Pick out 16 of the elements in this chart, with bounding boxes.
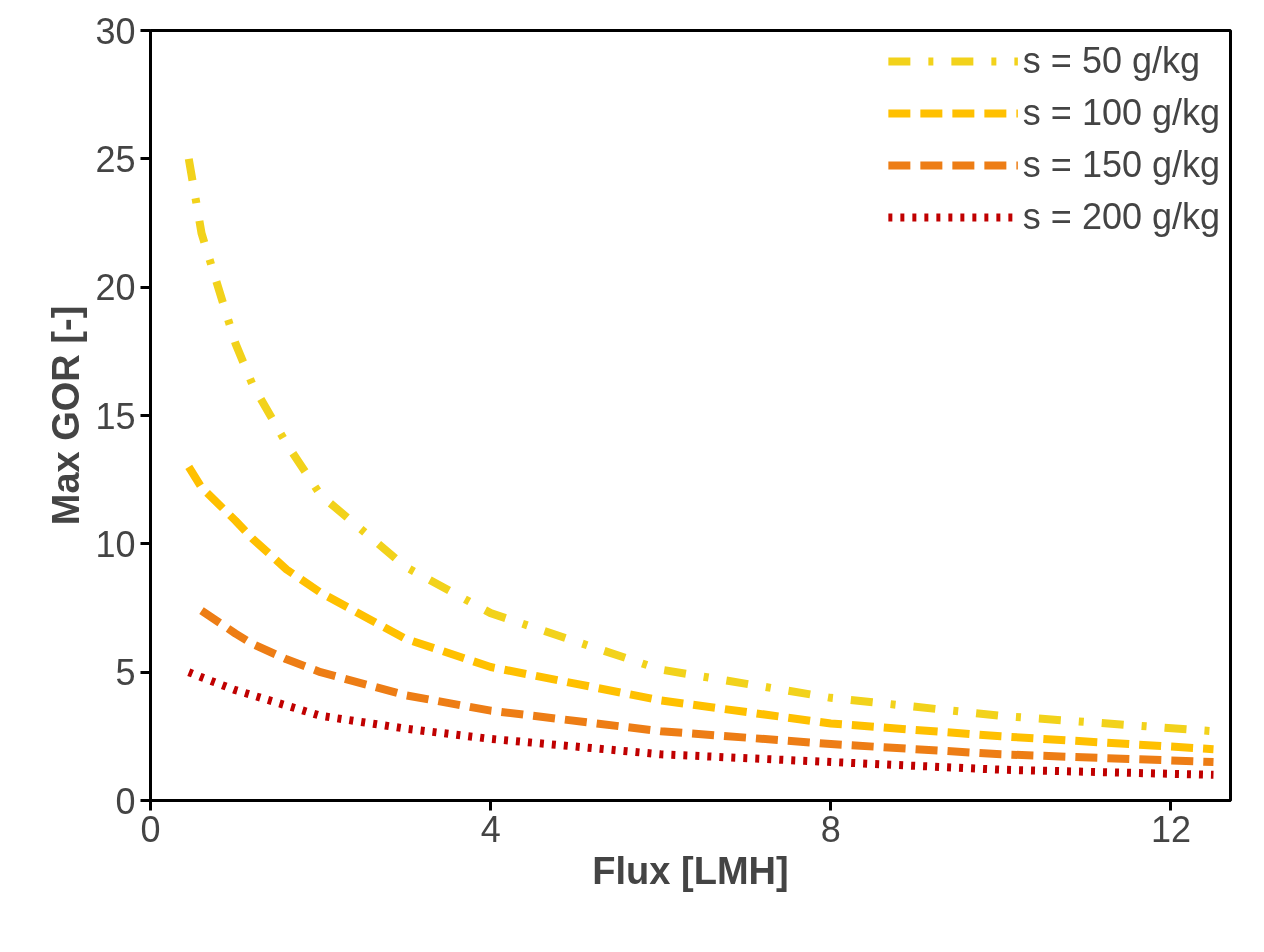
y-tick-label: 10 (95, 523, 136, 565)
y-tick-label: 30 (95, 10, 136, 52)
y-tick-label: 0 (115, 780, 136, 822)
x-axis-title: Flux [LMH] (592, 849, 789, 892)
y-tick-label: 15 (95, 395, 136, 437)
legend-label: s = 200 g/kg (1022, 196, 1220, 238)
x-tick-label: 4 (480, 808, 501, 850)
y-axis-title: Max GOR [-] (45, 305, 88, 526)
x-tick-label: 8 (820, 808, 841, 850)
x-tick-label: 12 (1150, 808, 1191, 850)
legend-label: s = 100 g/kg (1022, 92, 1220, 134)
y-tick-label: 25 (95, 138, 136, 180)
y-tick-label: 20 (95, 267, 136, 309)
legend-label: s = 150 g/kg (1022, 144, 1220, 186)
y-tick-label: 5 (115, 652, 136, 694)
legend-label: s = 50 g/kg (1022, 40, 1200, 82)
